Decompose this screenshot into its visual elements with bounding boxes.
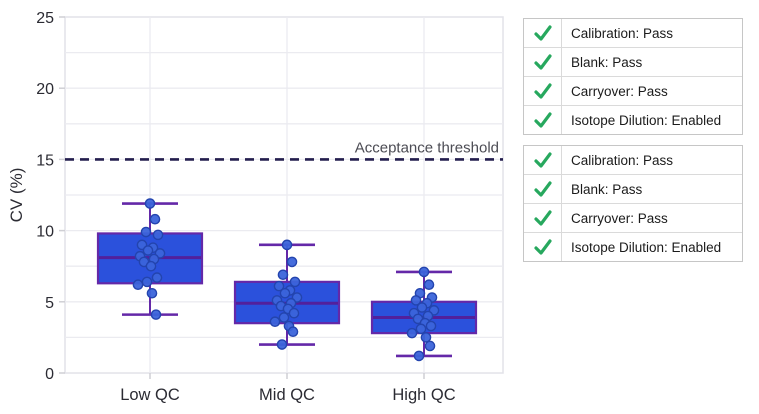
check-cell — [524, 204, 562, 232]
data-point — [416, 302, 428, 313]
check-cell — [524, 106, 562, 134]
cv-boxplot-chart: 0 5 10 15 20 25 Low QC Mid QC High QC CV (%) Accep… — [7, 10, 504, 404]
qc-status-label: Calibration: Pass — [571, 25, 674, 41]
y-tick-label: 25 — [36, 10, 54, 27]
data-point — [141, 276, 153, 288]
data-point — [144, 198, 156, 209]
data-point — [406, 327, 418, 339]
check-icon — [533, 54, 552, 70]
data-point — [413, 350, 425, 362]
data-point — [142, 245, 154, 256]
data-point — [415, 323, 427, 335]
check-cell — [524, 77, 562, 105]
data-point — [423, 279, 435, 291]
data-point — [152, 229, 164, 241]
x-tick-label: High QC — [392, 386, 455, 404]
y-tick-label: 10 — [36, 224, 54, 241]
check-icon — [533, 210, 552, 226]
check-icon — [533, 83, 552, 99]
data-point — [269, 316, 281, 328]
qc-status-row: Calibration: Pass — [524, 146, 742, 174]
y-tick-label: 20 — [36, 81, 54, 98]
data-point — [289, 276, 301, 288]
check-cell — [524, 19, 562, 47]
check-cell — [524, 175, 562, 203]
x-tick-label: Low QC — [120, 386, 180, 404]
qc-status-label: Carryover: Pass — [571, 210, 668, 226]
qc-status-label: Isotope Dilution: Enabled — [571, 112, 722, 128]
data-point — [288, 307, 300, 319]
data-point — [420, 332, 432, 343]
data-point — [279, 287, 291, 299]
check-cell — [524, 146, 562, 174]
check-icon — [533, 181, 552, 197]
data-point — [273, 280, 285, 292]
qc-status-row: Blank: Pass — [524, 174, 742, 203]
boxplot-mid-qc — [233, 239, 341, 350]
check-icon — [533, 25, 552, 41]
data-point — [132, 279, 144, 291]
data-point — [287, 326, 299, 338]
check-icon — [533, 152, 552, 168]
data-point — [277, 269, 289, 281]
check-cell — [524, 233, 562, 261]
boxplot-low-qc — [96, 198, 204, 320]
data-point — [146, 287, 158, 299]
qc-status-panel-2: Calibration: Pass Blank: Pass Carryover: P… — [523, 145, 743, 262]
data-point — [150, 309, 162, 320]
data-point — [410, 295, 422, 306]
qc-status-row: Isotope Dilution: Enabled — [524, 232, 742, 261]
data-point — [281, 239, 293, 251]
qc-status-row: Blank: Pass — [524, 47, 742, 76]
threshold-label: Acceptance threshold — [355, 139, 499, 156]
data-point — [151, 272, 163, 283]
data-point — [278, 312, 290, 323]
qc-status-label: Blank: Pass — [571, 54, 643, 70]
x-tick-label: Mid QC — [259, 386, 315, 404]
y-axis-title: CV (%) — [7, 168, 26, 223]
data-point — [149, 213, 161, 225]
qc-status-row: Carryover: Pass — [524, 203, 742, 232]
qc-status-label: Isotope Dilution: Enabled — [571, 239, 722, 255]
qc-status-panel-1: Calibration: Pass Blank: Pass Carryover: P… — [523, 18, 743, 135]
check-icon — [533, 239, 552, 255]
data-point — [424, 340, 436, 352]
y-tick-label: 0 — [45, 366, 54, 383]
qc-status-label: Calibration: Pass — [571, 152, 674, 168]
data-point — [140, 226, 152, 238]
data-point — [425, 320, 437, 332]
data-point — [145, 260, 157, 272]
check-cell — [524, 48, 562, 76]
y-tick-label: 15 — [36, 152, 54, 169]
data-point — [286, 256, 298, 268]
qc-status-row: Carryover: Pass — [524, 76, 742, 105]
qc-status-row: Isotope Dilution: Enabled — [524, 105, 742, 134]
qc-status-label: Carryover: Pass — [571, 83, 668, 99]
data-point — [276, 339, 288, 350]
qc-status-label: Blank: Pass — [571, 181, 643, 197]
check-icon — [533, 112, 552, 128]
data-point — [418, 266, 430, 278]
boxplot-high-qc — [370, 266, 478, 362]
qc-status-row: Calibration: Pass — [524, 19, 742, 47]
y-tick-label: 5 — [45, 295, 54, 312]
qc-status-panels: Calibration: Pass Blank: Pass Carryover: P… — [523, 18, 743, 272]
